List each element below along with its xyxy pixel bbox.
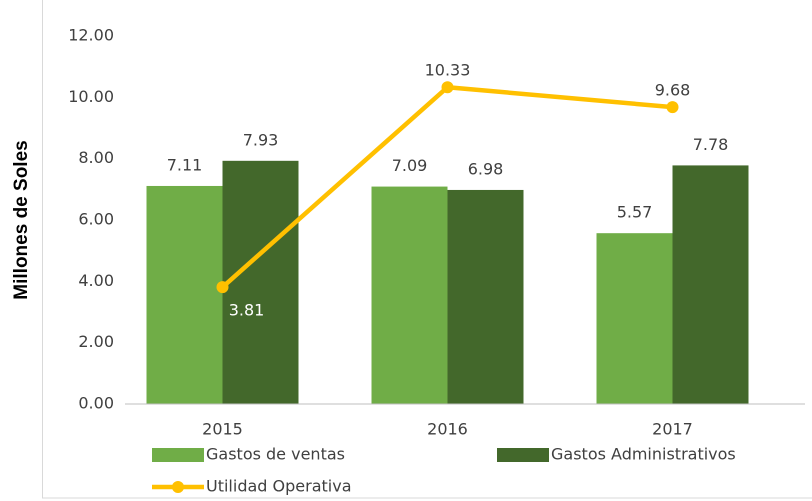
y-tick-label: 0.00: [78, 394, 114, 413]
bar-value-label: 7.11: [167, 155, 203, 174]
legend-label: Gastos de ventas: [206, 445, 345, 464]
x-tick-label: 2016: [427, 420, 468, 439]
y-tick-label: 6.00: [78, 210, 114, 229]
y-tick-label: 12.00: [68, 26, 114, 45]
y-tick-label: 2.00: [78, 332, 114, 351]
bar-value-label: 5.57: [617, 203, 653, 222]
legend-label: Utilidad Operativa: [206, 477, 352, 496]
line-value-label: 9.68: [655, 81, 691, 100]
bar-value-label: 7.09: [392, 156, 428, 175]
y-tick-label: 8.00: [78, 148, 114, 167]
line-point: [216, 281, 229, 294]
legend-label: Gastos Administrativos: [551, 445, 736, 464]
bar: [371, 186, 448, 404]
x-tick-label: 2015: [202, 420, 243, 439]
bar: [672, 165, 749, 404]
bar-value-label: 7.78: [693, 135, 729, 154]
bar: [146, 185, 223, 404]
bar-value-label: 6.98: [468, 159, 504, 178]
y-tick-label: 4.00: [78, 271, 114, 290]
bar: [596, 233, 673, 404]
legend-swatch: [497, 448, 549, 462]
line-point: [441, 81, 454, 94]
bar: [222, 160, 299, 404]
y-axis-title: Millones de Soles: [11, 140, 32, 299]
bar-value-label: 7.93: [243, 130, 279, 149]
chart-border: [42, 0, 812, 499]
line-value-label: 10.33: [425, 61, 471, 80]
legend-swatch: [152, 448, 204, 462]
bar: [447, 189, 524, 404]
x-tick-label: 2017: [652, 420, 693, 439]
line-value-label: 3.81: [229, 301, 265, 320]
line-point: [666, 101, 679, 114]
legend-marker: [172, 481, 184, 493]
y-tick-label: 10.00: [68, 87, 114, 106]
